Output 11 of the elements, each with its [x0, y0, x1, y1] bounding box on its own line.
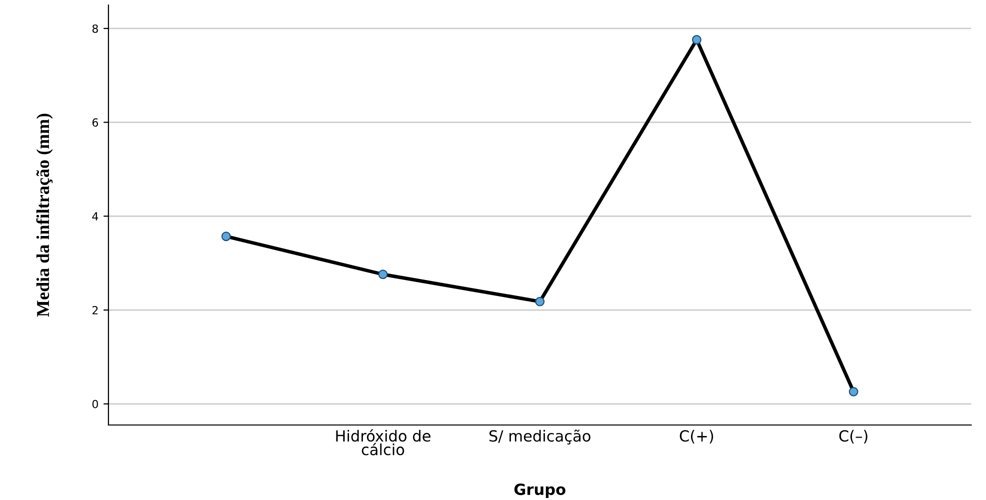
y-tick-label: 2	[92, 306, 98, 314]
y-tick-label: 0	[92, 400, 98, 408]
x-tick-label: S/ medicação	[489, 430, 590, 444]
y-tick-label: 8	[92, 24, 98, 33]
x-axis-title: Grupo	[514, 484, 566, 498]
x-tick-label: C(–)	[839, 430, 868, 444]
y-tick-label: 6	[92, 118, 98, 127]
x-tick-label: Hidróxido de cálcio	[336, 429, 430, 456]
x-tick-label: C(+)	[680, 430, 714, 444]
y-axis-title: Media da infiltração (mm)	[36, 114, 53, 317]
y-tick-label: 4	[92, 212, 98, 220]
